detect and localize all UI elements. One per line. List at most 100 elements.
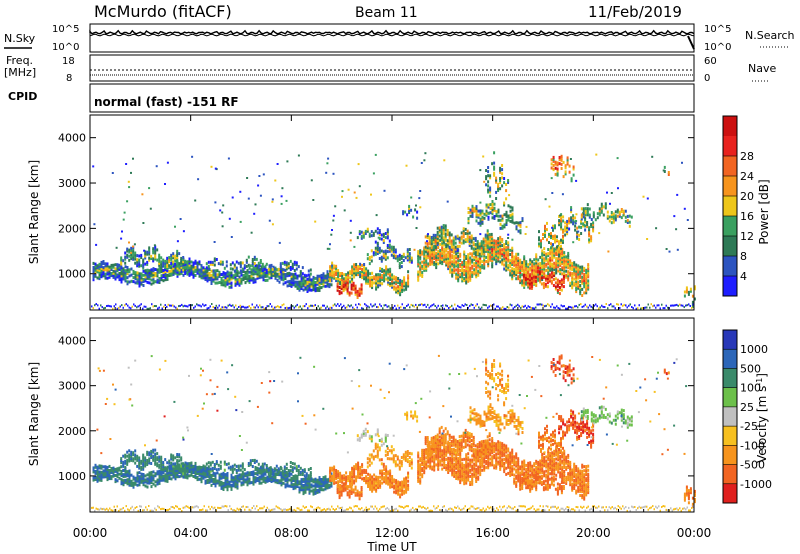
scatter-cell (301, 471, 304, 474)
scatter-cell (312, 492, 315, 496)
scatter-cell (402, 210, 405, 214)
scatter-cell (251, 264, 254, 268)
scatter-cell (361, 274, 364, 278)
scatter-cell (576, 234, 579, 238)
scatter-cell (469, 274, 472, 278)
scatter-cell (290, 278, 293, 282)
scatter-cell (447, 263, 450, 266)
scatter-cell (489, 258, 492, 262)
scatter-cell (469, 278, 472, 282)
scatter-cell (481, 260, 484, 264)
cpid-label: CPID (8, 90, 37, 103)
scatter-cell (545, 252, 548, 256)
scatter-cell (124, 257, 127, 261)
scatter-cell (213, 467, 216, 470)
scatter-cell (434, 235, 437, 239)
scatter-cell (525, 264, 528, 268)
scatter-cell (238, 283, 241, 287)
scatter-cell (559, 251, 562, 255)
scatter-cell (300, 278, 303, 282)
scatter-cell (96, 479, 99, 483)
scatter-cell (487, 260, 490, 264)
ground-scatter (581, 305, 583, 308)
scatter-cell (580, 215, 583, 219)
scatter-cell (485, 205, 488, 209)
scatter-cell (329, 476, 332, 480)
scatter-cell (188, 474, 191, 478)
scatter-cell (365, 273, 368, 277)
scatter-cell (142, 258, 145, 262)
scatter-cell (279, 472, 282, 475)
scatter-cell (224, 475, 227, 479)
scatter-cell (378, 231, 381, 234)
scatter-cell (394, 256, 397, 260)
ground-scatter (461, 304, 463, 307)
scatter-cell (583, 268, 586, 272)
scatter-cell (310, 477, 313, 481)
scatter-cell (553, 265, 556, 269)
scatter-cell (535, 283, 538, 287)
scatter-cell (408, 254, 411, 258)
scatter-cell (349, 473, 352, 477)
scatter-cell (314, 487, 317, 491)
scatter-cell (158, 477, 161, 481)
scatter-cell (94, 272, 97, 276)
scatter-cell (172, 254, 175, 258)
scatter-cell (206, 273, 209, 277)
scatter-cell (310, 479, 313, 483)
ground-scatter (182, 305, 184, 308)
scatter-cell (345, 477, 348, 481)
scatter-cell (198, 262, 201, 266)
scatter-cell (479, 266, 482, 270)
scatter-cell (434, 246, 437, 250)
scatter-cell (265, 466, 268, 469)
scatter-cell (436, 241, 439, 244)
scatter-cell (469, 270, 472, 274)
isolated-echo (673, 215, 676, 218)
scatter-cell (560, 162, 563, 166)
scatter-cell (287, 262, 290, 266)
scatter-cell (120, 272, 123, 276)
scatter-cell (164, 469, 167, 473)
scatter-cell (378, 237, 381, 241)
scatter-cell (499, 179, 502, 182)
scatter-cell (484, 243, 487, 247)
scatter-cell (440, 229, 443, 233)
scatter-cell (288, 484, 291, 488)
scatter-cell (248, 270, 251, 274)
scatter-cell (258, 477, 261, 481)
ground-scatter (178, 305, 180, 308)
scatter-cell (555, 271, 558, 275)
scatter-cell (110, 274, 113, 278)
scatter-cell (497, 189, 500, 192)
scatter-cell (234, 483, 237, 487)
scatter-cell (431, 256, 434, 260)
scatter-cell (493, 257, 496, 261)
scatter-cell (560, 246, 562, 250)
scatter-cell (497, 251, 500, 255)
scatter-cell (495, 254, 498, 257)
scatter-cell (212, 482, 215, 485)
scatter-cell (351, 279, 354, 283)
scatter-cell (560, 217, 563, 221)
scatter-cell (549, 260, 552, 264)
scatter-cell (474, 236, 477, 240)
scatter-cell (370, 234, 373, 238)
scatter-cell (517, 277, 520, 281)
scatter-cell (218, 281, 221, 284)
isolated-echo (443, 159, 446, 162)
scatter-cell (100, 466, 103, 470)
scatter-cell (196, 469, 199, 473)
scatter-cell (425, 266, 428, 270)
scatter-cell (260, 477, 263, 481)
scatter-cell (116, 263, 119, 267)
ground-scatter (346, 306, 348, 309)
scatter-cell (235, 464, 238, 468)
isolated-echo (92, 165, 95, 168)
scatter-cell (448, 237, 451, 241)
scatter-cell (106, 262, 109, 266)
ground-scatter (634, 304, 636, 307)
scatter-cell (288, 279, 291, 283)
scatter-cell (180, 256, 183, 260)
